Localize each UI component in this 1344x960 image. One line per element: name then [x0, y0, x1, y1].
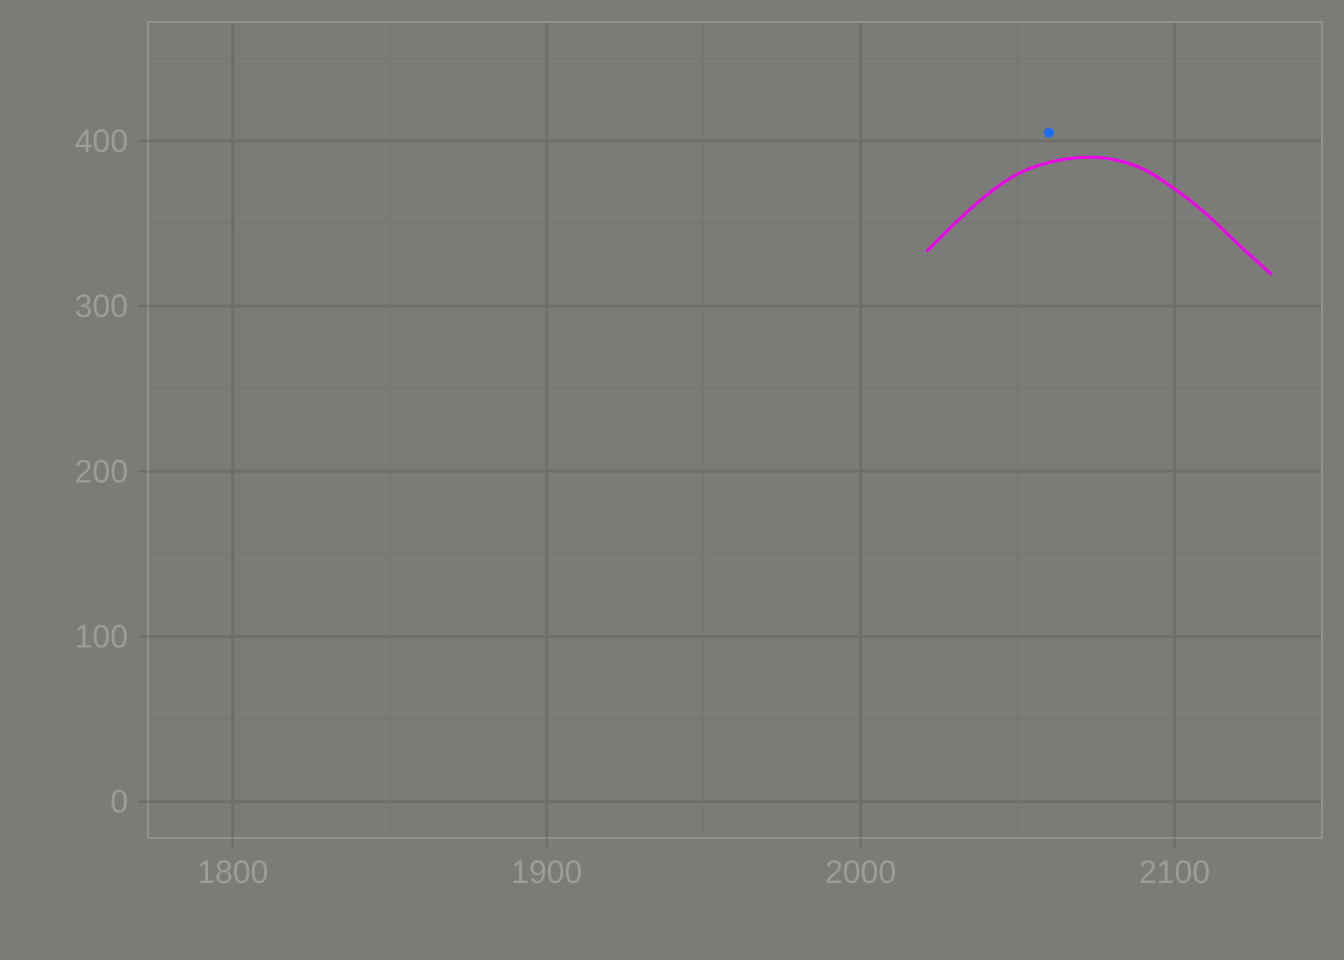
minor-grid — [148, 22, 1322, 838]
y-tick-label: 0 — [110, 784, 128, 820]
series-line — [925, 155, 1273, 276]
y-axis-tick-labels: 0 100 200 300 400 — [75, 123, 128, 820]
y-tick-label: 300 — [75, 288, 128, 324]
y-tick-label: 400 — [75, 123, 128, 159]
x-tick-label: 1900 — [511, 854, 582, 890]
major-grid — [148, 22, 1322, 838]
axis-ticks — [138, 139, 1176, 848]
x-tick-label: 1800 — [197, 854, 268, 890]
plot-panel-border — [147, 21, 1323, 839]
series-point — [1043, 127, 1054, 138]
y-tick-label: 100 — [75, 618, 128, 654]
y-tick-label: 200 — [75, 453, 128, 489]
series-layer — [925, 127, 1273, 276]
x-axis-tick-labels: 1800 1900 2000 2100 — [197, 854, 1210, 890]
x-tick-label: 2000 — [825, 854, 896, 890]
x-tick-label: 2100 — [1139, 854, 1210, 890]
